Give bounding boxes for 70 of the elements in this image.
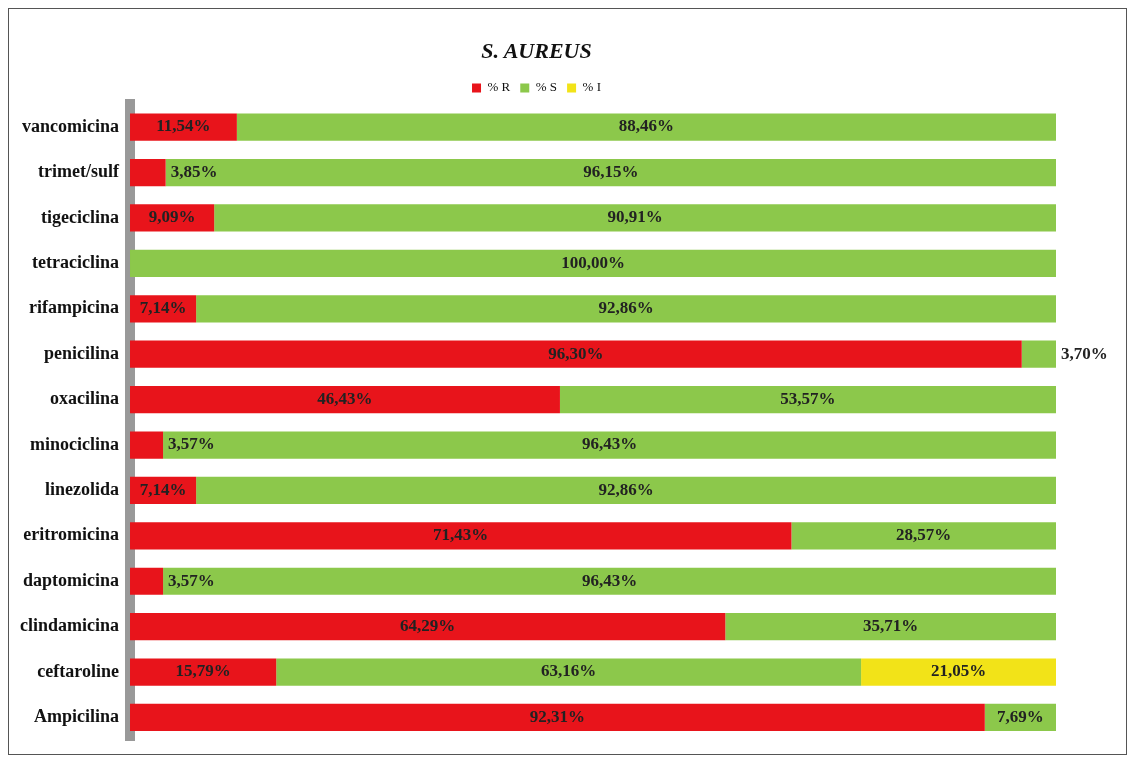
data-label: 7,14%: [139, 298, 187, 318]
bar: [276, 658, 862, 686]
bar: [725, 613, 1056, 641]
data-label: 92,86%: [598, 479, 654, 499]
chart-title: S. AUREUS: [481, 37, 592, 63]
bar: [196, 295, 1056, 323]
bar: [130, 522, 792, 550]
bar: [130, 385, 560, 414]
bar: [130, 340, 1022, 368]
y-tick-label: rifampicina: [29, 297, 120, 318]
data-label: 35,71%: [863, 616, 919, 636]
data-label: 64,29%: [400, 616, 456, 636]
data-label: 3,57%: [168, 434, 215, 454]
bar: [791, 522, 1056, 550]
data-label: 96,43%: [581, 570, 638, 590]
data-label: 3,85%: [170, 161, 218, 181]
y-tick-label: daptomicina: [22, 569, 120, 590]
data-label: 11,54%: [156, 116, 211, 136]
bar: [130, 703, 985, 732]
y-tick-label: Ampicilina: [33, 706, 120, 727]
data-label: 96,30%: [548, 343, 604, 363]
bar: [163, 567, 1056, 595]
data-label: 3,70%: [1061, 343, 1108, 363]
data-label: 90,91%: [607, 207, 663, 227]
data-label: 15,79%: [175, 661, 231, 681]
bar: [165, 158, 1056, 187]
data-label: 100,00%: [561, 252, 625, 272]
data-label: 3,57%: [168, 570, 215, 590]
data-label: 7,14%: [139, 479, 187, 499]
data-label: 92,86%: [598, 298, 654, 318]
bar: [163, 431, 1056, 459]
bar: [196, 476, 1056, 505]
data-label: 46,43%: [317, 388, 373, 408]
data-label: 7,69%: [997, 706, 1044, 726]
data-label: 88,46%: [618, 116, 675, 136]
y-tick-label: linezolida: [44, 479, 120, 500]
data-label: 63,16%: [541, 661, 597, 681]
bar: [130, 249, 1056, 277]
y-tick-label: vancomicina: [22, 115, 120, 136]
bar: [130, 567, 164, 595]
legend-label: % S: [535, 79, 558, 95]
bar: [861, 658, 1056, 686]
bar: [130, 158, 166, 187]
bar: [214, 204, 1056, 232]
bar: [130, 113, 237, 141]
y-tick-label: tetraciclina: [32, 252, 120, 273]
data-label: 71,43%: [433, 525, 489, 545]
data-label: 92,31%: [529, 706, 586, 726]
bar: [130, 431, 164, 459]
data-label: 96,15%: [583, 161, 639, 181]
y-tick-label: tigeciclina: [41, 206, 120, 227]
bar: [130, 658, 277, 686]
data-label: 28,57%: [896, 525, 952, 545]
bar: [236, 113, 1056, 141]
data-label: 21,05%: [930, 661, 987, 681]
y-tick-label: penicilina: [43, 342, 120, 363]
data-label: 9,09%: [148, 207, 196, 227]
bar: [1021, 340, 1056, 368]
y-tick-label: oxacilina: [49, 388, 120, 409]
y-tick-label: minociclina: [30, 433, 120, 454]
data-label: 53,57%: [780, 388, 836, 408]
bar: [130, 613, 726, 641]
y-tick-label: ceftaroline: [37, 660, 120, 681]
y-tick-label: eritromicina: [23, 524, 120, 545]
legend-label: % R: [487, 79, 511, 95]
y-tick-label: trimet/sulf: [38, 161, 120, 182]
bar: [559, 385, 1056, 414]
legend-label: % I: [582, 79, 601, 95]
data-label: 96,43%: [581, 434, 638, 454]
y-tick-label: clindamicina: [19, 615, 120, 636]
